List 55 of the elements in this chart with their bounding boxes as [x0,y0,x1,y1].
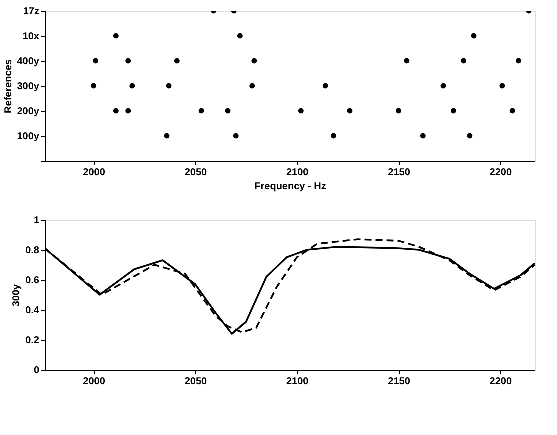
point [298,108,304,114]
point [130,83,136,89]
y-tick-label: 0.2 [26,336,40,346]
y-tick-label: 0 [34,366,40,376]
point [237,33,243,39]
point [91,83,97,89]
point [420,133,426,139]
x-tick-label: 2100 [286,168,310,178]
y-tick-label: 100y [17,132,40,142]
y-axis-title: References [3,59,14,114]
y-tick-label: 17z [23,6,40,18]
y-tick-label: 0.8 [26,246,40,256]
y-tick-label: 300y [17,82,40,92]
point [252,58,258,64]
point [113,33,119,39]
point [404,58,410,64]
point [330,133,336,139]
point [166,83,172,89]
point [164,133,170,139]
point [225,108,231,114]
x-tick-label: 2150 [388,168,411,178]
x-tick-label: 2150 [388,376,411,388]
y-tick-label: 0.4 [26,306,40,316]
x-tick-label: 2000 [83,168,106,178]
x-axis-title: Frequency - Hz [254,182,326,192]
point [174,58,180,64]
y-tick-label: 0.6 [26,276,40,286]
point [396,108,402,114]
point [516,58,522,64]
point [126,108,132,114]
point [233,133,239,139]
y-tick-label: 10x [22,32,40,42]
point [471,33,477,39]
x-tick-label: 2200 [490,376,512,388]
x-tick-label: 2050 [184,168,208,178]
point [250,83,256,89]
y-tick-label: 1 [34,216,40,226]
y-tick-label: 400y [17,56,40,68]
point [467,133,473,139]
x-tick-label: 2000 [83,376,106,388]
point [198,108,204,114]
point [113,108,119,114]
y-tick-label: 200y [17,106,40,118]
point [510,108,516,114]
point [461,58,467,64]
x-tick-label: 2200 [490,168,512,178]
point [500,83,506,89]
point [93,58,99,64]
x-tick-label: 2100 [286,376,310,388]
x-tick-label: 2050 [184,376,208,388]
point [440,83,446,89]
point [450,108,456,114]
point [126,58,132,64]
point [347,108,353,114]
point [322,83,328,89]
